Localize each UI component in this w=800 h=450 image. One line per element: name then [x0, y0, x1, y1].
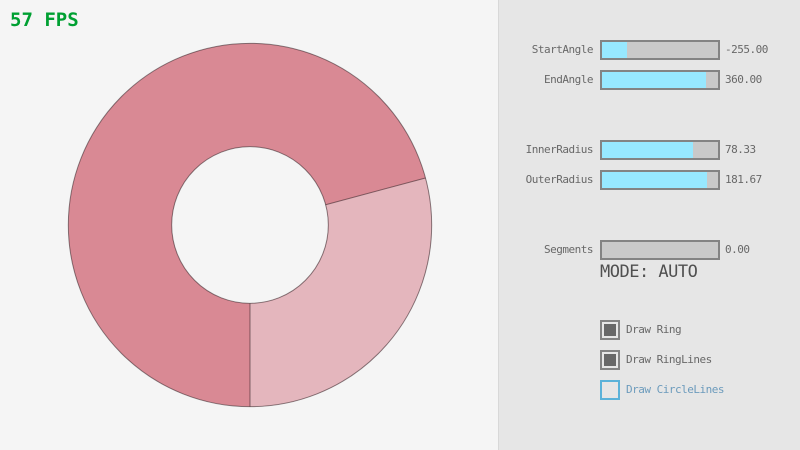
control-panel: StartAngle -255.00 EndAngle 360.00 Inner… — [498, 0, 800, 450]
start-angle-row: StartAngle -255.00 — [499, 40, 800, 60]
start-angle-value: -255.00 — [725, 43, 768, 56]
checkbox-check-mark — [604, 354, 616, 366]
checkbox-check-mark — [604, 324, 616, 336]
start-angle-label: StartAngle — [531, 43, 594, 56]
end-angle-slider-fill — [602, 72, 707, 88]
inner-radius-label: InnerRadius — [525, 143, 594, 156]
draw-ringlines-label: Draw RingLines — [626, 353, 712, 366]
outer-radius-row: OuterRadius 181.67 — [499, 170, 800, 190]
draw-circlelines-checkbox[interactable] — [600, 380, 620, 400]
end-angle-label: EndAngle — [544, 73, 593, 86]
draw-ring-label: Draw Ring — [626, 323, 682, 336]
draw-ringlines-checkbox[interactable] — [600, 350, 620, 370]
segments-label: Segments — [544, 243, 593, 256]
fps-counter: 57 FPS — [10, 9, 79, 31]
end-angle-slider[interactable] — [600, 70, 720, 90]
outer-radius-value: 181.67 — [725, 173, 762, 186]
outer-radius-slider-fill — [602, 172, 708, 188]
start-angle-slider[interactable] — [600, 40, 720, 60]
outer-radius-slider[interactable] — [600, 170, 720, 190]
ring-light-region — [250, 177, 432, 407]
segments-slider[interactable] — [600, 240, 720, 260]
ring-inner-outline — [171, 146, 329, 304]
inner-radius-row: InnerRadius 78.33 — [499, 140, 800, 160]
draw-ring-checkbox[interactable] — [600, 320, 620, 340]
inner-radius-slider-fill — [602, 142, 693, 158]
ring-radial-line-upper-right — [325, 177, 426, 206]
start-angle-slider-fill — [602, 42, 628, 58]
segments-row: Segments 0.00 — [499, 240, 800, 260]
end-angle-value: 360.00 — [725, 73, 762, 86]
draw-circlelines-label: Draw CircleLines — [626, 383, 724, 396]
segments-value: 0.00 — [725, 243, 750, 256]
segments-mode-text: MODE: AUTO — [600, 262, 698, 282]
inner-radius-value: 78.33 — [725, 143, 756, 156]
end-angle-row: EndAngle 360.00 — [499, 70, 800, 90]
outer-radius-label: OuterRadius — [525, 173, 594, 186]
inner-radius-slider[interactable] — [600, 140, 720, 160]
